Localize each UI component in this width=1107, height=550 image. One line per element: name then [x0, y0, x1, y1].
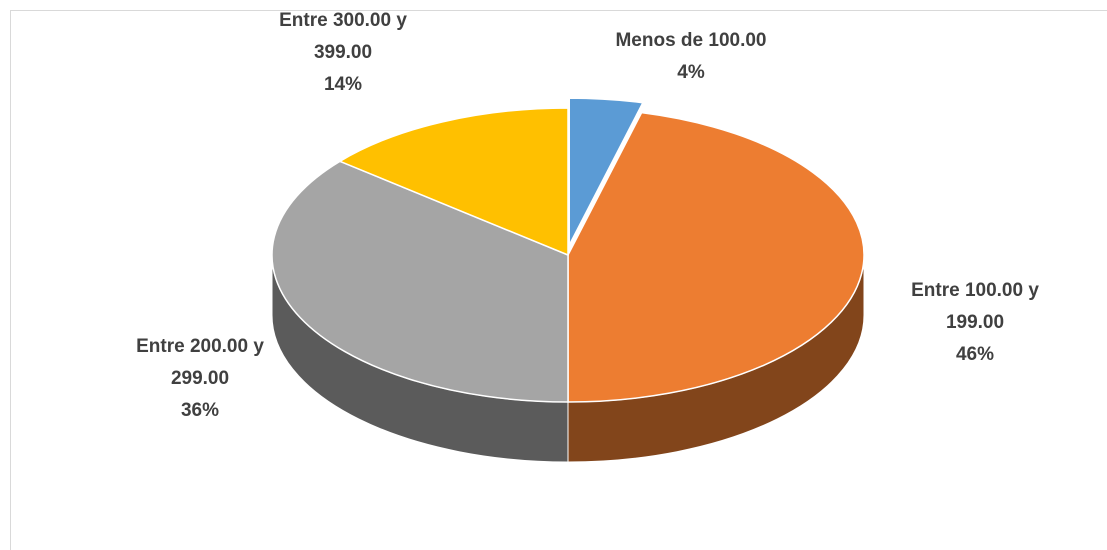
category-label: Entre 100.00 y 199.00	[911, 280, 1039, 333]
slice	[338, 107, 569, 257]
data-label: Menos de 100.00 4%	[571, 25, 811, 89]
category-label: Entre 200.00 y 299.00	[136, 336, 264, 389]
data-label: Entre 100.00 y 199.00 46%	[895, 275, 1055, 371]
data-label: Entre 200.00 y 299.00 36%	[120, 331, 280, 427]
category-label: Menos de 100.00	[615, 30, 767, 51]
slice	[271, 160, 569, 403]
value-label: 46%	[955, 344, 995, 365]
data-label: Entre 300.00 y 399.00 14%	[263, 5, 423, 101]
category-label: Entre 300.00 y 399.00	[279, 10, 407, 63]
value-label: 36%	[180, 400, 220, 421]
value-label: 14%	[323, 74, 363, 95]
value-label: 4%	[677, 62, 705, 83]
slice	[567, 111, 865, 403]
slice	[568, 97, 645, 246]
